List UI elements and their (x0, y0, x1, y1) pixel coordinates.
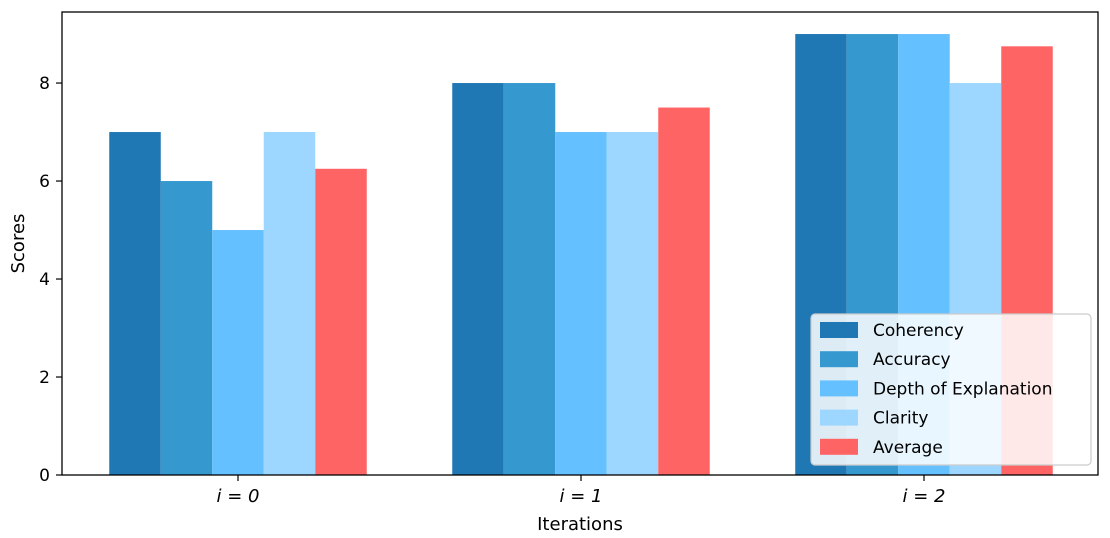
bar-accuracy-0 (160, 181, 213, 476)
y-tick-label: 8 (39, 74, 50, 94)
legend-label-average: Average (873, 438, 943, 458)
y-tick-label: 6 (39, 172, 50, 192)
legend-swatch-coherency (820, 322, 858, 338)
bar-average-0 (315, 168, 367, 475)
bar-accuracy-1 (503, 83, 556, 475)
bar-clarity-1 (606, 132, 659, 475)
bar-average-1 (658, 107, 710, 476)
bars-layer (109, 34, 1053, 476)
bar-depth-of-explanation-0 (212, 230, 264, 475)
y-tick-label: 4 (39, 270, 50, 290)
legend-box (810, 313, 1092, 466)
x-axis-label: Iterations (537, 514, 623, 534)
y-tick-label: 2 (39, 368, 50, 388)
y-tick-label: 0 (39, 466, 50, 486)
legend-swatch-depth-of-explanation (820, 380, 858, 397)
legend-label-clarity: Clarity (873, 409, 928, 429)
bar-coherency-1 (452, 83, 504, 475)
y-axis: 0 2 4 6 8 (39, 74, 62, 486)
legend-label-depth-of-explanation: Depth of Explanation (873, 379, 1052, 399)
legend-swatch-average (820, 438, 858, 455)
legend-swatch-accuracy (820, 351, 858, 368)
x-tick-label: i = 0 (217, 486, 260, 507)
bar-clarity-0 (263, 132, 316, 475)
bar-coherency-0 (109, 132, 161, 475)
y-axis-label: Scores (8, 214, 29, 274)
bar-depth-of-explanation-1 (555, 132, 607, 475)
legend: Coherency Accuracy Depth of Explanation Cla… (810, 313, 1092, 466)
legend-label-accuracy: Accuracy (873, 350, 951, 370)
legend-label-coherency: Coherency (873, 321, 964, 341)
plot-frame (61, 11, 1099, 476)
legend-swatch-clarity (820, 409, 858, 426)
x-tick-label: i = 2 (903, 486, 946, 507)
x-axis: i = 0 i = 1 i = 2 (217, 475, 946, 507)
x-tick-label: i = 1 (560, 486, 603, 507)
